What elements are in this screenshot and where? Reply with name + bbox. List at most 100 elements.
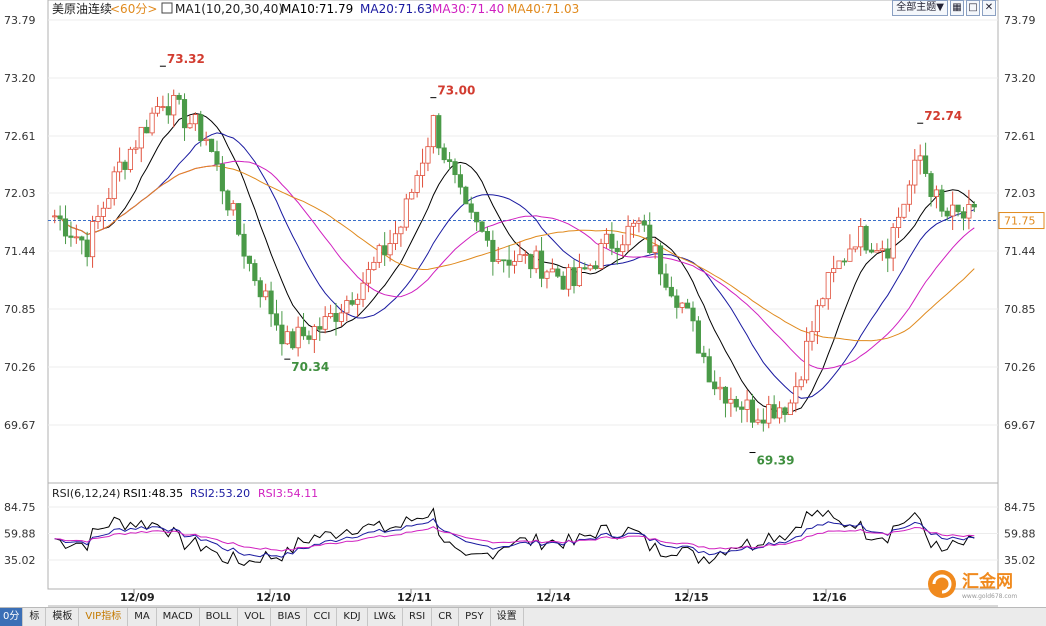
candle-body (484, 231, 491, 241)
candle-body (841, 260, 848, 263)
candle-body (338, 312, 344, 322)
candle-body (84, 239, 90, 258)
time-label: 12/15 (674, 591, 709, 604)
tab-settings[interactable]: 设置 (491, 608, 524, 626)
ma-toggle-icon[interactable] (161, 2, 173, 14)
candle-body (814, 305, 820, 333)
candle-body (695, 320, 701, 354)
candle-body (679, 302, 685, 308)
rsi-line (54, 507, 975, 566)
candle-body (57, 215, 63, 220)
candle-body (739, 406, 745, 410)
price-tick-left: 70.26 (4, 361, 36, 374)
candle-body (419, 162, 426, 176)
tab-vol[interactable]: VOL (238, 608, 272, 626)
candle-body (300, 326, 307, 337)
candle-body (690, 307, 696, 322)
candle-body (511, 261, 518, 266)
candle-body (328, 312, 334, 318)
window-icon[interactable]: □ (966, 0, 980, 16)
candle-body (387, 243, 393, 256)
theme-dropdown-button[interactable]: 全部主题▼ (892, 0, 948, 16)
candle-body (257, 280, 263, 298)
tab-period[interactable]: 0分 (0, 608, 24, 626)
tab-vip-indicator[interactable]: VIP指标 (79, 608, 129, 626)
candle-body (376, 245, 382, 263)
time-label: 12/10 (256, 591, 291, 604)
candle-body (771, 404, 777, 419)
rsi-tick-left: 35.02 (4, 554, 36, 567)
tab-lw[interactable]: LW& (368, 608, 403, 626)
annotation-label: 73.32 (167, 52, 205, 66)
close-icon[interactable]: ✕ (982, 0, 996, 16)
candle-body (263, 290, 269, 298)
candle-body (398, 226, 404, 235)
price-tick-right: 72.03 (1004, 187, 1036, 200)
candle-body (587, 265, 593, 270)
candle-body (831, 268, 837, 273)
rsi-line (54, 526, 975, 552)
candle-body (614, 247, 620, 253)
candle-body (187, 123, 193, 129)
candle-body (906, 184, 912, 205)
candle-body (928, 173, 934, 197)
candle-body (149, 112, 155, 134)
candle-body (582, 267, 588, 270)
candle-body (133, 147, 139, 150)
candle-body (490, 239, 496, 262)
tab-cr[interactable]: CR (432, 608, 460, 626)
candle-body (160, 106, 166, 108)
candle-body (766, 404, 772, 424)
annotation-label: 69.39 (757, 454, 795, 468)
chart-canvas: 美原油连续 <60分> MA1(10,20,30,40) MA10:71.79 … (4, 0, 1045, 607)
candle-body (198, 114, 204, 142)
candle-body (939, 189, 945, 212)
tab-rsi[interactable]: RSI (403, 608, 433, 626)
candle-body (641, 220, 647, 226)
tab-boll[interactable]: BOLL (200, 608, 239, 626)
tab-macd[interactable]: MACD (157, 608, 200, 626)
tab-bias[interactable]: BIAS (271, 608, 308, 626)
candle-body (90, 221, 96, 258)
candle-body (593, 265, 599, 269)
candle-body (506, 259, 512, 266)
candle-body (657, 245, 664, 275)
candle-body (225, 190, 231, 211)
rsi-panel-frame (47, 482, 999, 590)
time-label: 12/16 (812, 591, 847, 604)
price-tick-left: 70.85 (4, 303, 36, 316)
candle-body (273, 313, 280, 326)
ma-line (54, 165, 975, 342)
candle-body (885, 248, 891, 259)
candle-body (598, 243, 604, 269)
tab-psy[interactable]: PSY (459, 608, 491, 626)
price-tick-left: 73.20 (4, 72, 36, 85)
candle-body (933, 189, 939, 197)
price-tick-right: 70.85 (1004, 303, 1036, 316)
candle-body (852, 246, 858, 250)
candle-body (479, 221, 485, 232)
candle-body (809, 331, 815, 342)
tab-ma[interactable]: MA (128, 608, 157, 626)
candle-body (452, 161, 458, 176)
candle-body (960, 211, 967, 219)
candle-body (306, 335, 312, 340)
rsi-tick-right: 84.75 (1004, 501, 1036, 514)
annotation-label: 70.34 (291, 360, 329, 374)
candle-body (365, 269, 372, 284)
candle-body (663, 273, 669, 288)
tab-kdj[interactable]: KDJ (337, 608, 368, 626)
ma-line (54, 112, 975, 414)
price-tick-right: 71.44 (1004, 245, 1036, 258)
candle-body (782, 407, 788, 415)
candle-body (219, 163, 225, 192)
tab-cci[interactable]: CCI (307, 608, 338, 626)
indicator-tabbar: 0分 标 模板 VIP指标 MA MACD BOLL VOL BIAS CCI … (0, 607, 1046, 626)
tab-template[interactable]: 模板 (46, 608, 80, 626)
tab-indicator[interactable]: 标 (23, 608, 47, 626)
annotation-label: 72.74 (924, 109, 962, 123)
candle-body (620, 244, 626, 253)
candle-body (236, 203, 242, 235)
symbol-label: 美原油连续 (52, 1, 112, 16)
grid-icon[interactable]: ▦ (950, 0, 964, 16)
